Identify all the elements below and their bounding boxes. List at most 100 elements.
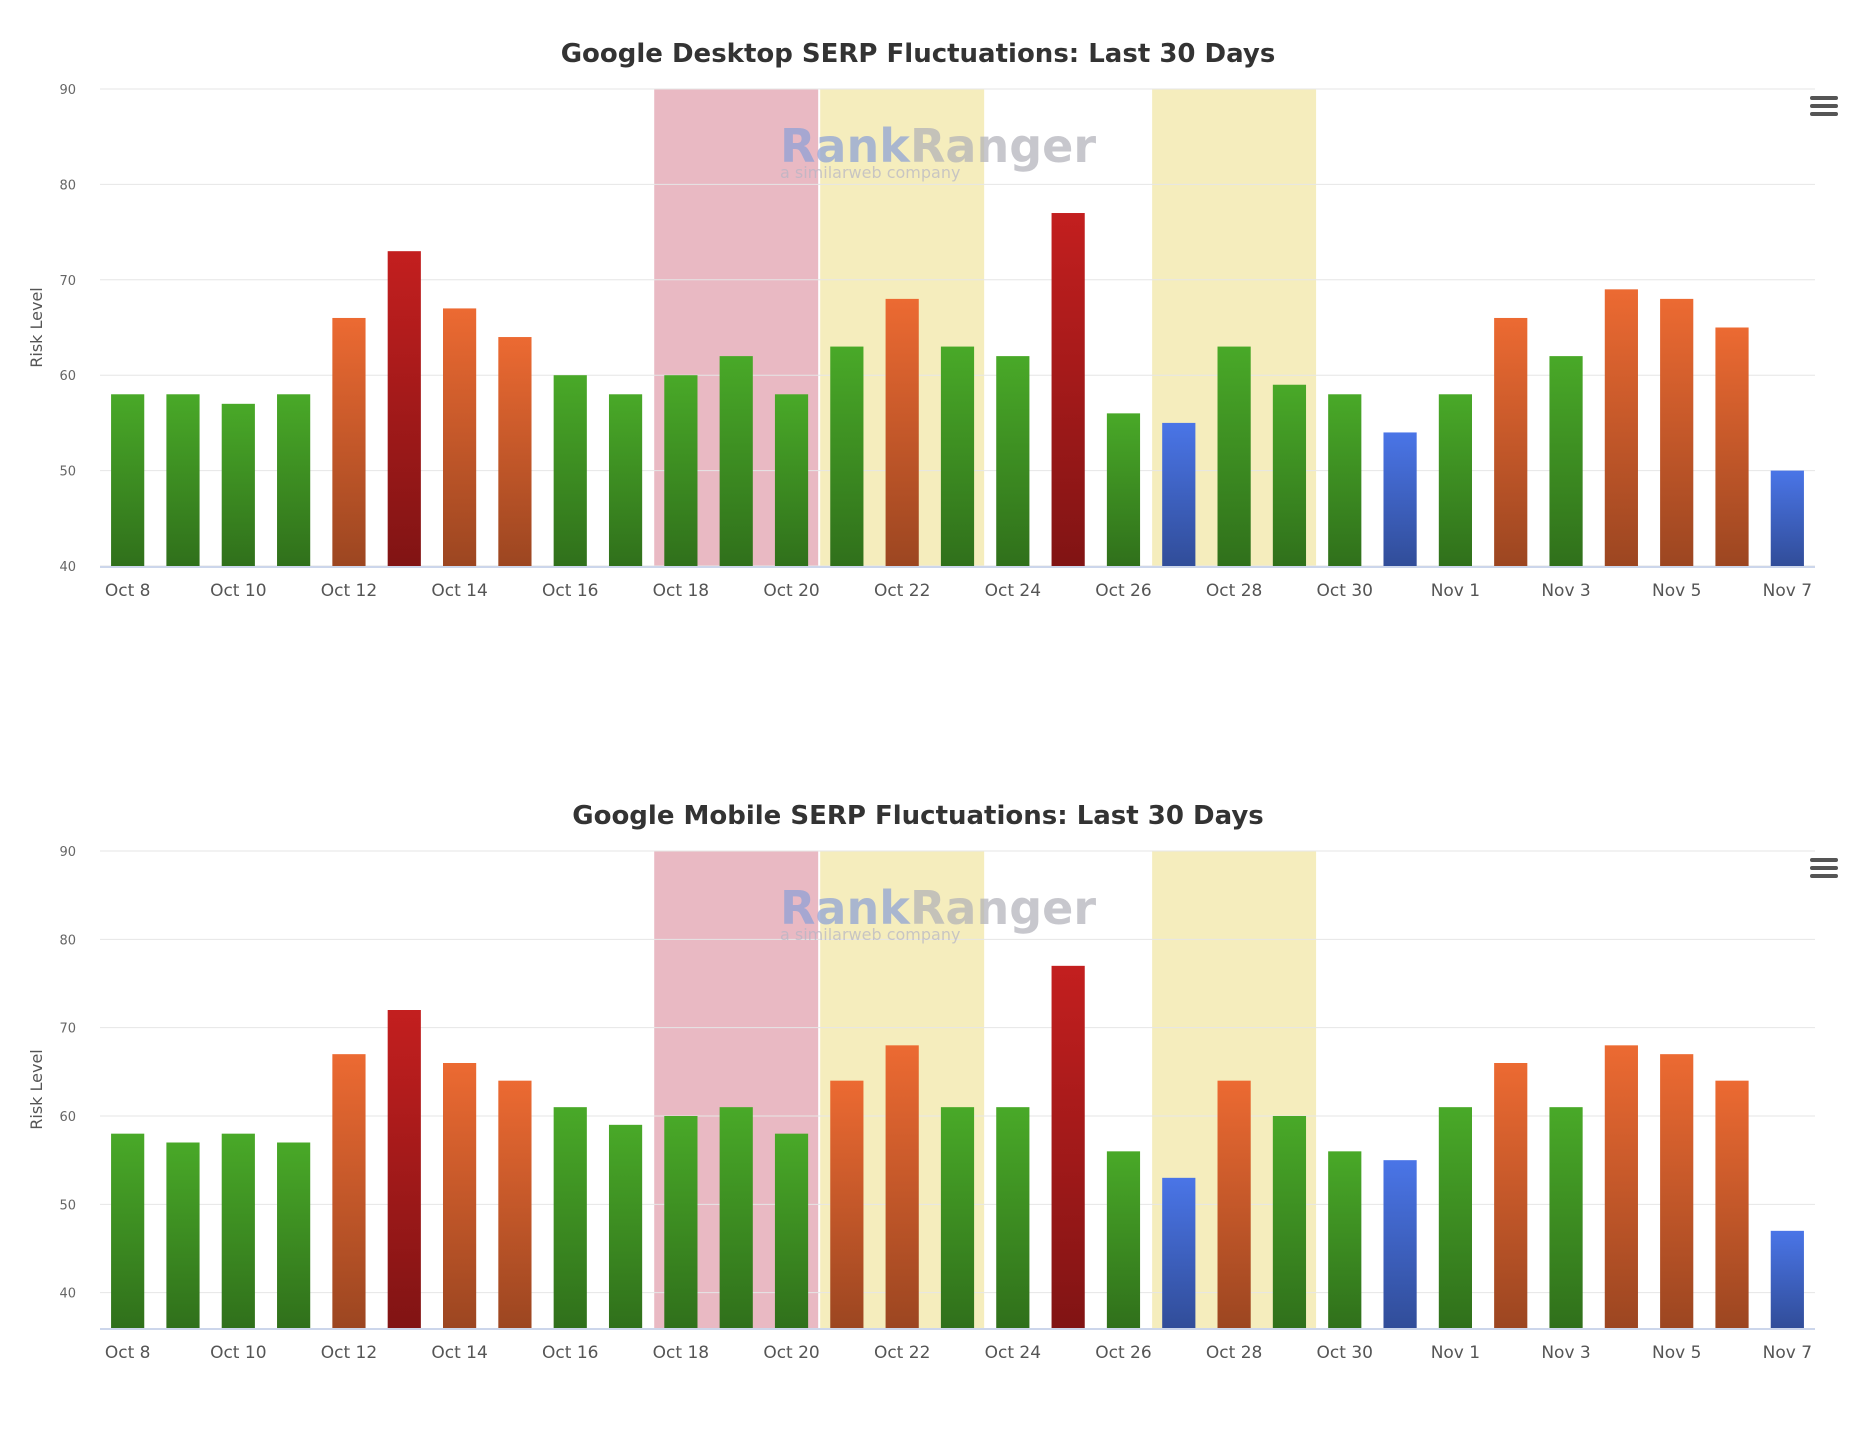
bar-nov-5[interactable] [1660, 298, 1694, 566]
bar-nov-4[interactable] [1604, 289, 1638, 566]
watermark-brand-b: Ranger [910, 881, 1096, 935]
bar-oct-29[interactable] [1272, 1116, 1307, 1328]
bar-oct-20[interactable] [774, 1133, 809, 1328]
y-tick-label: 60 [59, 1110, 76, 1125]
bar-oct-25[interactable] [1051, 213, 1085, 566]
bar-oct-16[interactable] [553, 375, 587, 566]
bar-oct-12[interactable] [332, 1054, 366, 1328]
hamburger-icon-line [1810, 866, 1838, 870]
bar-oct-8[interactable] [111, 1133, 145, 1328]
bar-nov-6[interactable] [1715, 1080, 1749, 1328]
bar-oct-21[interactable] [830, 1080, 864, 1328]
bar-nov-4[interactable] [1604, 1045, 1638, 1328]
mobile-chart-menu-button[interactable] [1810, 858, 1838, 882]
bar-nov-7[interactable] [1770, 1230, 1804, 1328]
x-tick-label: Oct 30 [1317, 581, 1373, 601]
bar-oct-15[interactable] [498, 1080, 532, 1328]
bar-nov-7[interactable] [1770, 470, 1804, 566]
x-tick-label: Oct 12 [321, 1343, 377, 1363]
x-tick-label: Oct 20 [763, 1343, 819, 1363]
bar-nov-3[interactable] [1549, 356, 1583, 566]
bar-nov-2[interactable] [1494, 317, 1528, 566]
bar-oct-31[interactable] [1383, 1160, 1417, 1328]
bar-oct-27[interactable] [1162, 1177, 1196, 1328]
bar-oct-13[interactable] [387, 1010, 421, 1328]
y-tick-label: 70 [59, 274, 76, 289]
bar-oct-27[interactable] [1162, 422, 1196, 566]
bar-nov-1[interactable] [1438, 1107, 1472, 1328]
bar-oct-22[interactable] [885, 298, 919, 566]
y-tick-label: 50 [59, 1198, 76, 1213]
bar-oct-25[interactable] [1051, 965, 1085, 1328]
x-tick-label: Oct 16 [542, 581, 598, 601]
bar-nov-2[interactable] [1494, 1063, 1528, 1328]
bar-oct-10[interactable] [221, 1133, 255, 1328]
bar-oct-24[interactable] [996, 356, 1030, 566]
x-tick-label: Nov 3 [1541, 1343, 1590, 1363]
bar-oct-9[interactable] [166, 394, 200, 566]
bar-oct-20[interactable] [774, 394, 809, 566]
bar-oct-11[interactable] [277, 394, 311, 566]
bar-oct-13[interactable] [387, 251, 421, 566]
x-tick-label: Oct 10 [210, 1343, 266, 1363]
hamburger-icon [1810, 96, 1838, 100]
chart-title: Google Desktop SERP Fluctuations: Last 3… [561, 39, 1276, 69]
x-tick-label: Oct 24 [985, 1343, 1041, 1363]
x-tick-label: Oct 8 [105, 1343, 151, 1363]
y-tick-label: 40 [59, 560, 76, 575]
bar-oct-19[interactable] [719, 356, 753, 566]
bar-oct-30[interactable] [1328, 1151, 1362, 1328]
bar-oct-22[interactable] [885, 1045, 919, 1328]
x-tick-label: Nov 3 [1541, 581, 1590, 601]
mobile-serp-chart: Google Mobile SERP Fluctuations: Last 30… [0, 762, 1874, 1452]
bar-oct-14[interactable] [443, 308, 477, 566]
y-tick-label: 40 [59, 1287, 76, 1302]
bar-oct-28[interactable] [1217, 346, 1251, 566]
bar-oct-23[interactable] [940, 1107, 975, 1328]
bar-oct-18[interactable] [664, 1116, 698, 1328]
bar-oct-17[interactable] [608, 1124, 643, 1328]
x-tick-label: Nov 5 [1652, 1343, 1701, 1363]
bar-oct-23[interactable] [940, 346, 975, 566]
desktop-serp-chart: Google Desktop SERP Fluctuations: Last 3… [0, 0, 1874, 690]
bar-oct-11[interactable] [277, 1142, 311, 1329]
y-axis-title: Risk Level [27, 1049, 46, 1129]
desktop-chart-canvas: Google Desktop SERP Fluctuations: Last 3… [27, 39, 1815, 601]
bar-oct-19[interactable] [719, 1107, 753, 1328]
bar-nov-5[interactable] [1660, 1054, 1694, 1328]
desktop-chart-menu-button[interactable] [1810, 96, 1838, 120]
x-tick-label: Oct 30 [1317, 1343, 1373, 1363]
bar-oct-30[interactable] [1328, 394, 1362, 566]
x-tick-label: Oct 26 [1095, 1343, 1151, 1363]
bar-nov-1[interactable] [1438, 394, 1472, 566]
bar-oct-31[interactable] [1383, 432, 1417, 566]
y-tick-label: 80 [59, 178, 76, 193]
bar-oct-15[interactable] [498, 337, 532, 566]
bar-oct-26[interactable] [1106, 1151, 1141, 1328]
bar-nov-3[interactable] [1549, 1107, 1583, 1328]
bar-oct-12[interactable] [332, 317, 366, 566]
x-tick-label: Oct 18 [653, 1343, 709, 1363]
bar-nov-6[interactable] [1715, 327, 1749, 567]
bar-oct-18[interactable] [664, 375, 698, 566]
y-tick-label: 50 [59, 465, 76, 480]
bar-oct-16[interactable] [553, 1107, 587, 1328]
bar-oct-29[interactable] [1272, 384, 1307, 566]
bar-oct-8[interactable] [111, 394, 145, 566]
bar-oct-14[interactable] [443, 1063, 477, 1328]
bar-oct-9[interactable] [166, 1142, 200, 1329]
bar-oct-17[interactable] [608, 394, 643, 566]
x-tick-label: Nov 7 [1763, 1343, 1812, 1363]
x-tick-label: Oct 22 [874, 581, 930, 601]
watermark-brand-a: Rank [780, 119, 911, 173]
bar-oct-28[interactable] [1217, 1080, 1251, 1328]
mobile-chart-canvas: Google Mobile SERP Fluctuations: Last 30… [27, 801, 1815, 1363]
x-tick-label: Oct 26 [1095, 581, 1151, 601]
x-tick-label: Oct 18 [653, 581, 709, 601]
x-tick-label: Nov 7 [1763, 581, 1812, 601]
bar-oct-21[interactable] [830, 346, 864, 566]
bar-oct-10[interactable] [221, 403, 255, 566]
bar-oct-26[interactable] [1106, 413, 1141, 566]
bar-oct-24[interactable] [996, 1107, 1030, 1328]
